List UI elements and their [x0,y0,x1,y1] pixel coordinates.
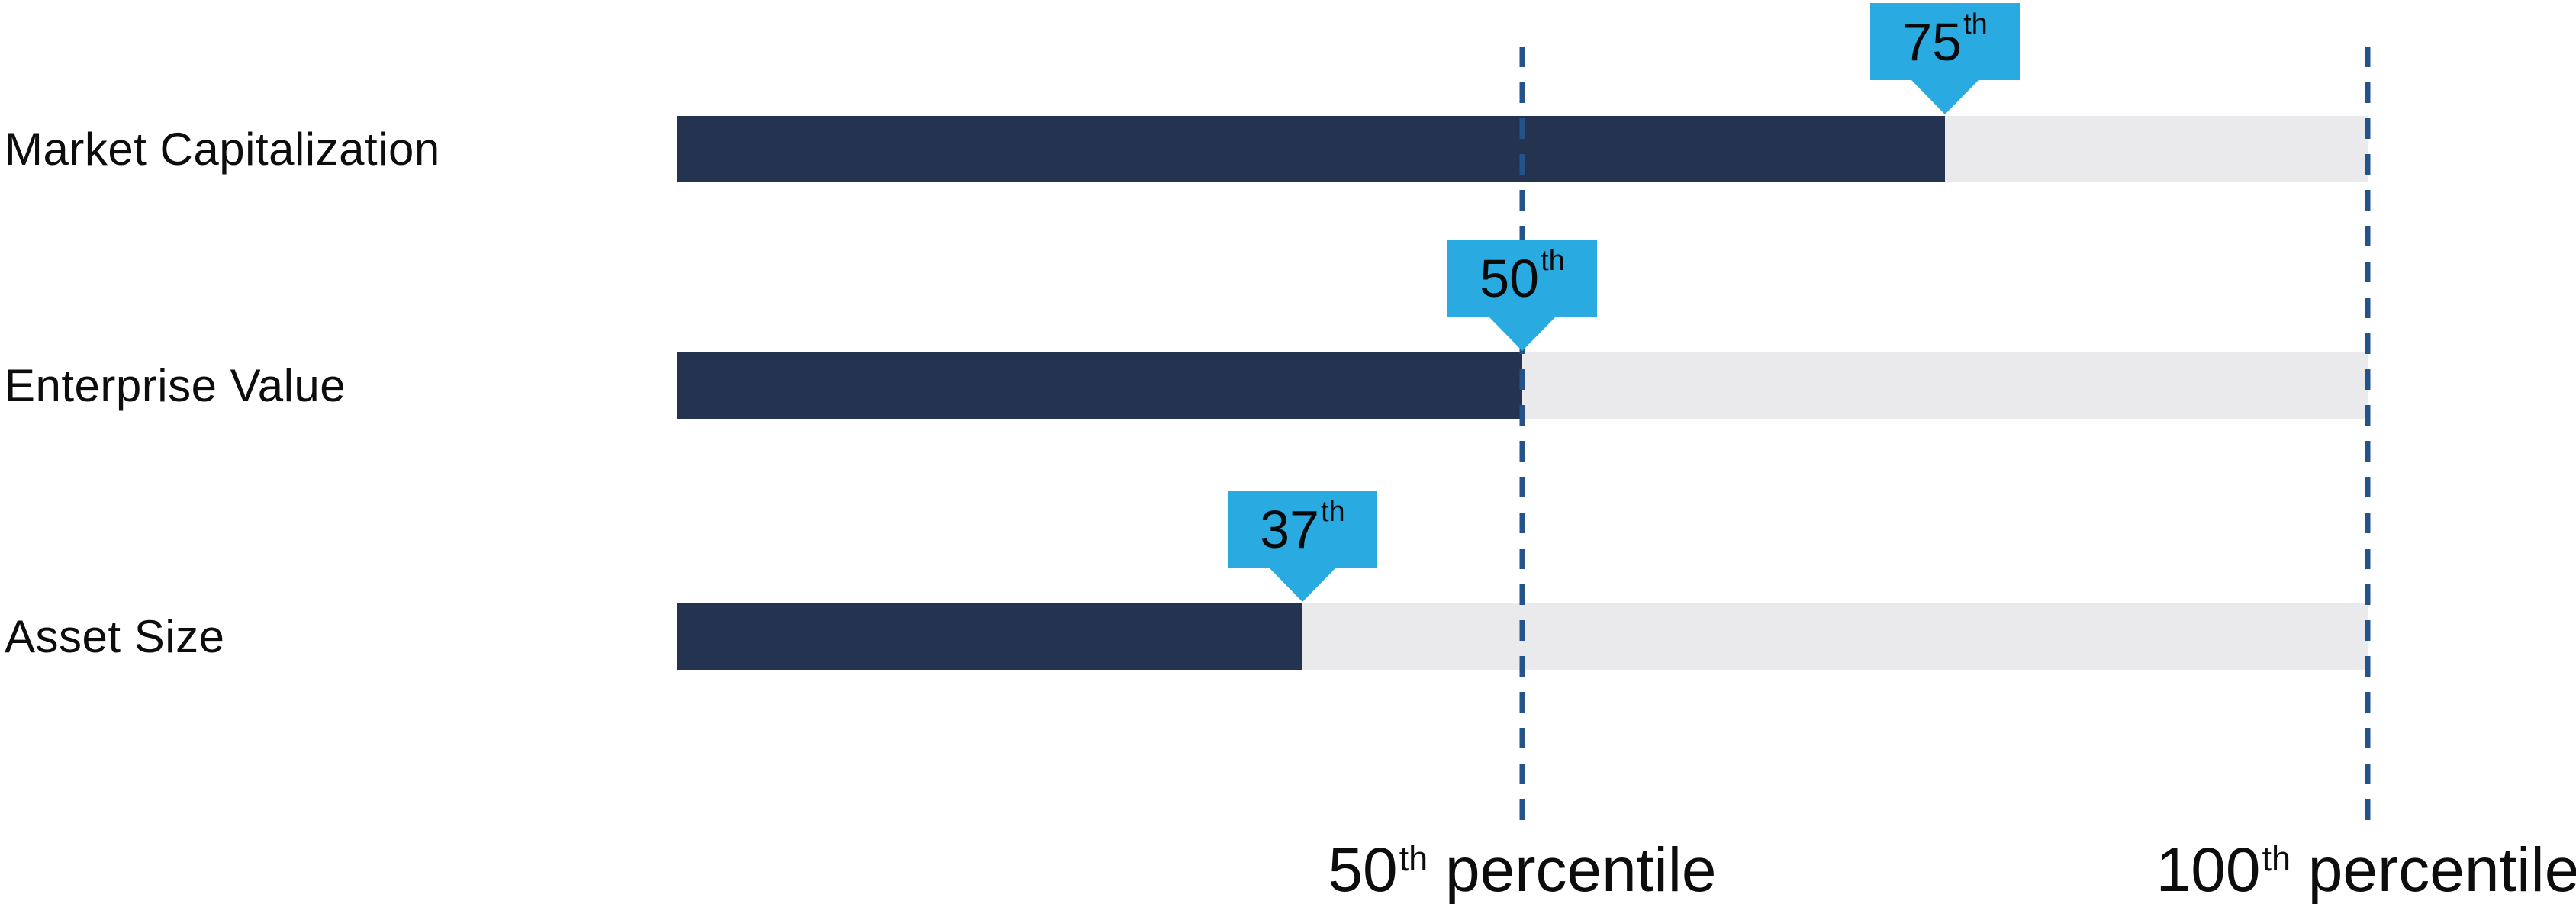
reference-line-100th [2365,47,2371,829]
callout-pointer-icon [1267,567,1337,602]
callout-pointer-icon [1488,316,1557,351]
row-label-asset-size: Asset Size [5,611,225,662]
row-label-enterprise-value: Enterprise Value [5,360,346,411]
reference-line-50th [1519,47,1525,829]
callout-pointer-icon [1911,79,1979,114]
axis-label-text: percentile [2291,835,2576,904]
callout-ordinal-suffix: th [1963,8,1988,40]
axis-label-100th-percentile: 100th percentile [2156,839,2576,902]
axis-label-50th-percentile: 50th percentile [1328,839,1716,902]
row-label-market-capitalization: Market Capitalization [5,124,440,175]
bar-fill [677,352,1522,419]
axis-label-text: percentile [1428,835,1717,904]
axis-label-number: 50 [1328,835,1398,904]
callout-value: 75 [1902,11,1963,72]
bar-fill [677,603,1302,670]
callout-value: 50 [1480,248,1540,308]
bar-fill [677,116,1945,182]
callout-ordinal-suffix: th [1541,244,1565,277]
axis-label-ordinal-suffix: th [1399,839,1428,878]
callout-value: 37 [1260,499,1319,559]
callout-ordinal-suffix: th [1320,495,1345,528]
axis-label-ordinal-suffix: th [2262,839,2291,878]
axis-label-number: 100 [2156,835,2261,904]
